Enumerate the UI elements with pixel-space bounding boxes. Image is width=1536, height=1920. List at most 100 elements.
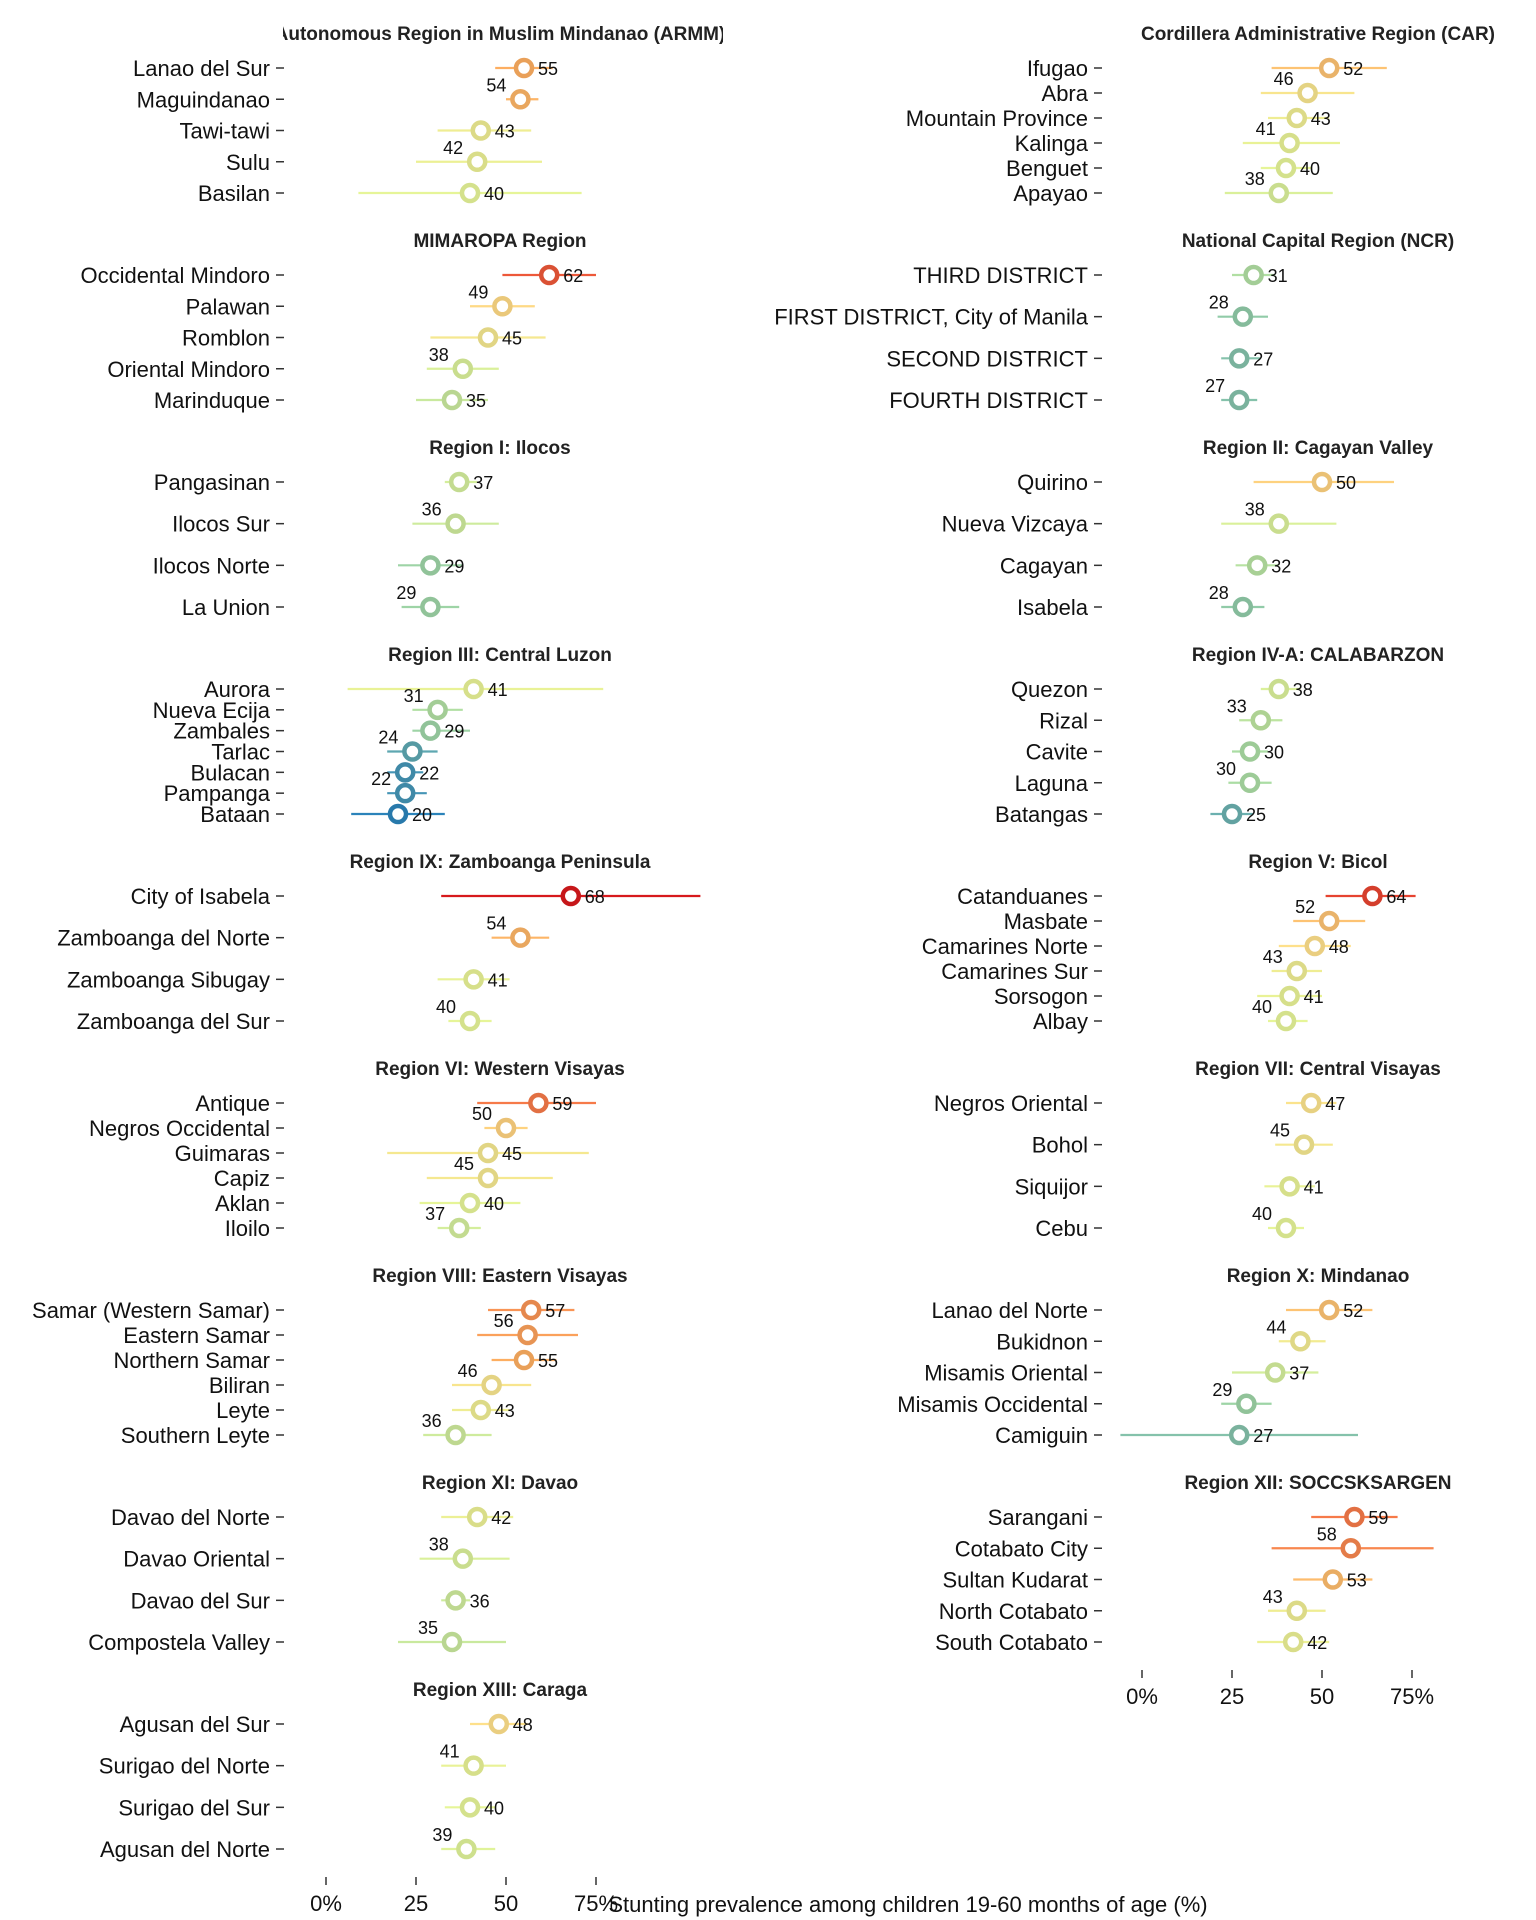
data-label: 48	[513, 1715, 533, 1735]
data-point	[441, 389, 463, 411]
data-label: 55	[538, 1351, 558, 1371]
category-label: Marinduque	[154, 388, 270, 413]
data-label: 45	[454, 1154, 474, 1174]
data-point	[1221, 803, 1243, 825]
data-label: 30	[1264, 743, 1284, 763]
facet-title: Region V: Bicol	[1248, 852, 1387, 873]
data-label: 32	[1271, 556, 1291, 576]
data-point	[1228, 348, 1250, 369]
data-label: 52	[1343, 1301, 1363, 1321]
data-point	[492, 296, 513, 317]
data-label: 59	[1368, 1508, 1388, 1528]
data-label: 41	[1304, 987, 1324, 1007]
data-point	[1275, 1217, 1297, 1239]
category-label: FOURTH DISTRICT	[889, 388, 1088, 413]
data-point	[1286, 1600, 1308, 1621]
category-label: Aklan	[215, 1191, 270, 1216]
category-label: THIRD DISTRICT	[913, 263, 1088, 288]
category-label: Camarines Sur	[941, 959, 1088, 984]
data-label: 37	[473, 473, 493, 493]
data-label: 41	[440, 1742, 460, 1762]
data-label: 33	[1227, 696, 1247, 716]
category-label: Cavite	[1026, 740, 1088, 765]
category-label: Ifugao	[1027, 56, 1088, 81]
category-label: Abra	[1042, 81, 1089, 106]
category-label: Kalinga	[1015, 131, 1089, 156]
category-label: La Union	[182, 595, 270, 620]
category-label: Cagayan	[1000, 553, 1088, 578]
category-label: Southern Leyte	[121, 1423, 270, 1448]
data-point	[520, 1299, 542, 1321]
data-label: 62	[563, 266, 583, 286]
data-point	[466, 151, 488, 172]
facet-panel: Autonomous Region in Muslim Mindanao (AR…	[133, 24, 723, 206]
category-label: Surigao del Norte	[99, 1754, 270, 1779]
facet-title: Region VI: Western Visayas	[375, 1059, 625, 1080]
facet-title: Region III: Central Luzon	[388, 645, 612, 666]
data-label: 40	[1252, 1204, 1272, 1224]
data-point	[459, 1192, 481, 1214]
data-label: 43	[495, 122, 515, 142]
data-point	[459, 1010, 481, 1032]
data-point	[1228, 1424, 1250, 1446]
category-label: Misamis Oriental	[924, 1361, 1088, 1386]
data-point	[1318, 57, 1340, 79]
category-label: Samar (Western Samar)	[32, 1298, 270, 1323]
category-label: Palawan	[186, 294, 270, 319]
category-label: Leyte	[216, 1398, 270, 1423]
category-label: Sultan Kudarat	[942, 1568, 1088, 1593]
data-point	[1311, 471, 1333, 493]
category-label: Capiz	[214, 1166, 270, 1191]
data-point	[560, 885, 582, 907]
data-point	[1239, 741, 1261, 762]
data-point	[420, 555, 441, 576]
x-tick-label: 50	[1310, 1684, 1334, 1709]
category-label: Romblon	[182, 326, 270, 351]
data-label: 38	[429, 345, 449, 365]
category-label: Quirino	[1017, 470, 1088, 495]
category-label: Nueva Vizcaya	[942, 512, 1089, 537]
data-point	[470, 1399, 492, 1421]
data-point	[510, 927, 531, 948]
facet-title: Region I: Ilocos	[429, 438, 570, 459]
data-point	[459, 182, 481, 204]
data-label: 49	[468, 282, 488, 302]
data-point	[459, 1797, 481, 1818]
data-label: 38	[1245, 169, 1265, 189]
data-label: 29	[396, 583, 416, 603]
x-tick-label: 75%	[574, 1891, 618, 1916]
data-label: 38	[1245, 500, 1265, 520]
data-point	[1279, 985, 1300, 1007]
data-label: 41	[488, 970, 508, 990]
facet-title: National Capital Region (NCR)	[1182, 231, 1454, 252]
category-label: Lanao del Sur	[133, 56, 270, 81]
data-point	[481, 1374, 502, 1396]
data-point	[394, 762, 416, 783]
category-label: Biliran	[209, 1373, 270, 1398]
data-label: 35	[466, 391, 486, 411]
data-point	[1250, 710, 1272, 731]
category-label: Davao del Sur	[131, 1588, 270, 1613]
data-label: 40	[484, 184, 504, 204]
category-label: Negros Oriental	[934, 1091, 1088, 1116]
data-label: 45	[502, 1144, 522, 1164]
data-label: 38	[1293, 680, 1313, 700]
data-label: 54	[486, 914, 506, 934]
data-point	[1318, 910, 1340, 932]
data-label: 41	[1256, 119, 1276, 139]
data-label: 39	[432, 1825, 452, 1845]
category-label: Antique	[195, 1091, 270, 1116]
data-point	[456, 1838, 477, 1860]
category-label: Laguna	[1015, 771, 1089, 796]
category-label: Zamboanga del Sur	[77, 1009, 270, 1034]
facet-panel: Region II: Cagayan Valley Quirino 50 Nueva …	[942, 438, 1434, 620]
category-label: Guimaras	[175, 1141, 270, 1166]
category-label: Zamboanga del Norte	[57, 926, 270, 951]
data-point	[1340, 1538, 1362, 1559]
data-point	[538, 264, 560, 286]
data-label: 36	[470, 1591, 490, 1611]
category-label: Bataan	[200, 802, 270, 827]
facet-panel: Region VIII: Eastern Visayas Samar (Weste…	[32, 1266, 628, 1448]
data-point	[445, 1590, 466, 1611]
data-point	[1290, 1331, 1311, 1352]
